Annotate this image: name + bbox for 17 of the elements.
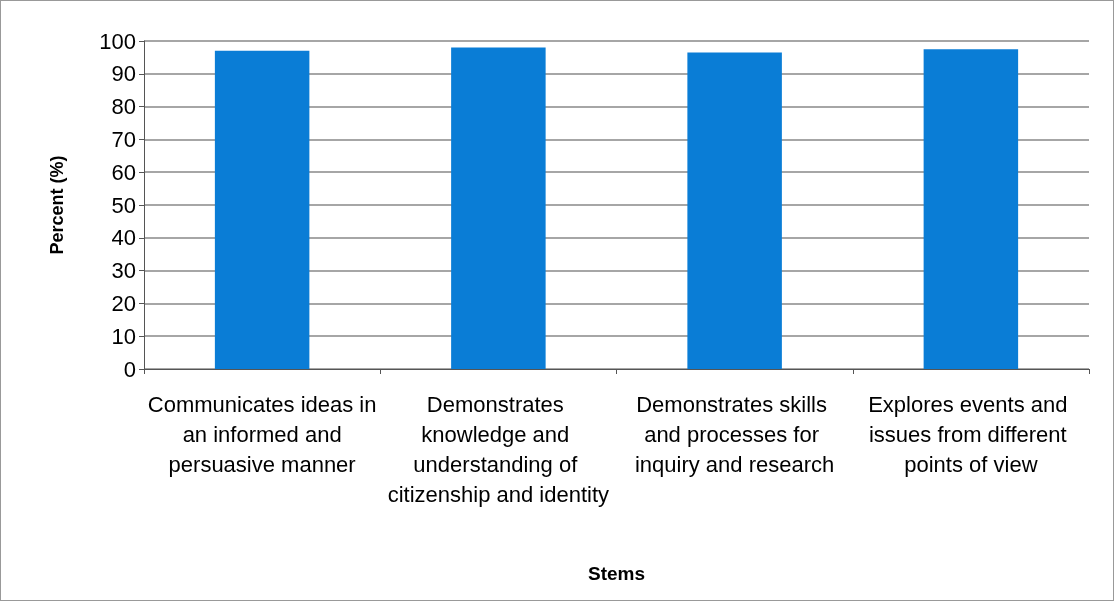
y-tick-label: 90	[111, 61, 136, 87]
y-tick-label: 40	[111, 225, 136, 251]
x-tick-label: Demonstrates skills and processes for inquiry and research	[634, 391, 835, 477]
y-tick-label: 70	[111, 126, 136, 152]
y-tick-label: 20	[111, 290, 136, 316]
y-tick-label: 60	[111, 159, 136, 185]
x-tick-label: Demonstrates knowledge and understanding of citizenship and identity	[387, 391, 610, 507]
y-tick-label: 50	[111, 192, 136, 218]
x-tick-label: Communicates ideas in an informed and persuasive manner	[147, 391, 377, 477]
y-tick-label: 100	[99, 28, 136, 54]
y-tick-label: 10	[111, 323, 136, 349]
y-axis-title: Percent (%)	[47, 155, 67, 255]
y-tick-label: 0	[123, 356, 136, 382]
y-tick-label: 80	[111, 94, 136, 120]
y-tick-label: 30	[111, 258, 136, 284]
x-axis-title: Stems	[587, 563, 646, 584]
x-tick-label: Explores events and issues from different points of view	[868, 391, 1074, 477]
